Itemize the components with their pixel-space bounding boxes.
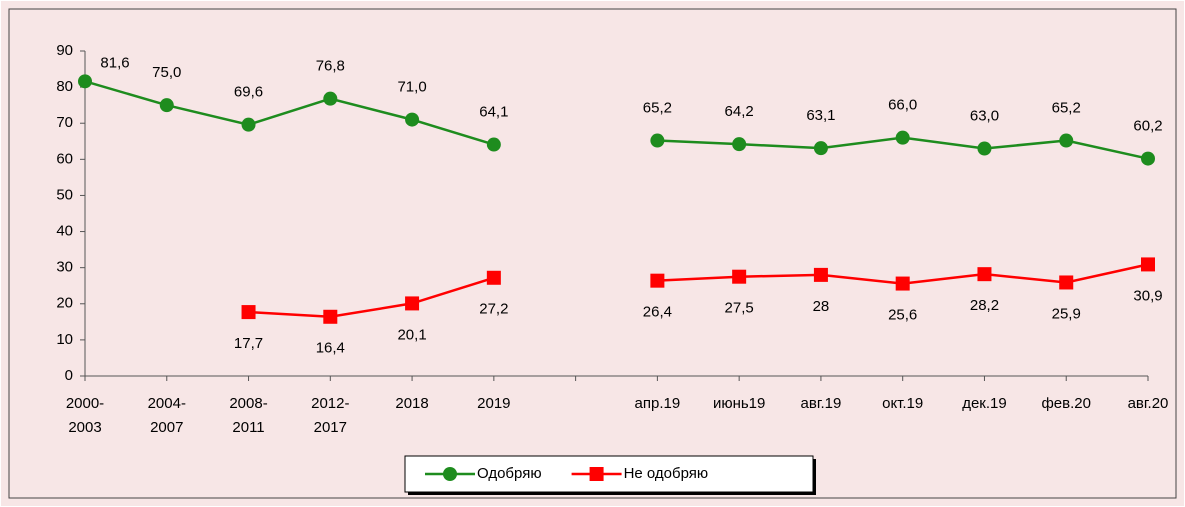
data-label: 71,0 — [397, 79, 426, 96]
marker — [486, 137, 501, 152]
x-tick-label: авг.19 — [801, 395, 842, 412]
legend-label: Одобряю — [477, 465, 542, 482]
data-label: 75,0 — [152, 64, 181, 81]
data-label: 64,2 — [725, 103, 754, 120]
data-label: 81,6 — [100, 54, 129, 71]
marker — [405, 296, 420, 311]
marker — [1141, 257, 1155, 272]
y-tick-label: 40 — [56, 223, 73, 240]
marker — [732, 269, 747, 284]
marker — [977, 267, 992, 282]
x-tick-label: 2008-2011 — [229, 395, 267, 436]
x-tick-label: 2019 — [477, 395, 510, 412]
x-tick-label: авг.20 — [1128, 395, 1169, 412]
data-label: 17,7 — [234, 335, 263, 352]
marker — [732, 137, 747, 152]
marker — [895, 130, 910, 145]
x-tick-label: 2000-2003 — [66, 395, 104, 436]
marker — [813, 141, 828, 156]
data-label: 76,8 — [316, 58, 345, 75]
data-label: 65,2 — [1052, 100, 1081, 117]
marker — [1059, 133, 1074, 148]
marker — [486, 270, 501, 285]
y-tick-label: 60 — [56, 150, 73, 167]
data-label: 66,0 — [888, 97, 917, 114]
marker — [589, 467, 604, 481]
marker — [650, 273, 665, 288]
marker — [159, 98, 174, 113]
marker — [323, 91, 338, 106]
data-label: 25,6 — [888, 307, 917, 324]
marker — [977, 141, 992, 156]
legend-label: Не одобряю — [624, 465, 709, 482]
y-tick-label: 10 — [56, 331, 73, 348]
data-label: 20,1 — [397, 326, 426, 343]
y-tick-label: 30 — [56, 259, 73, 276]
data-label: 60,2 — [1133, 118, 1162, 135]
data-label: 63,0 — [970, 107, 999, 124]
data-label: 30,9 — [1133, 287, 1162, 304]
marker — [323, 309, 338, 324]
y-tick-label: 90 — [56, 42, 73, 59]
data-label: 25,9 — [1052, 305, 1081, 322]
y-tick-label: 0 — [65, 367, 73, 384]
x-tick-label: 2004-2007 — [148, 395, 186, 436]
marker — [443, 467, 457, 481]
x-tick-label: окт.19 — [882, 395, 923, 412]
data-label: 63,1 — [806, 107, 835, 124]
data-label: 26,4 — [643, 304, 672, 321]
data-label: 28 — [813, 298, 830, 315]
data-label: 28,2 — [970, 297, 999, 314]
data-label: 64,1 — [479, 103, 508, 120]
x-tick-label: июнь19 — [713, 395, 765, 412]
data-label: 69,6 — [234, 84, 263, 101]
marker — [405, 112, 420, 127]
y-tick-label: 50 — [56, 186, 73, 203]
y-tick-label: 20 — [56, 295, 73, 312]
y-tick-label: 70 — [56, 114, 73, 131]
x-tick-label: 2012-2017 — [311, 395, 349, 436]
chart-border — [8, 8, 1177, 499]
x-tick-label: фев.20 — [1041, 395, 1091, 412]
marker — [650, 133, 665, 148]
marker — [241, 305, 256, 320]
data-label: 27,2 — [479, 301, 508, 318]
marker — [813, 267, 828, 282]
x-tick-label: 2018 — [395, 395, 428, 412]
y-tick-label: 80 — [56, 78, 73, 95]
data-label: 65,2 — [643, 100, 672, 117]
data-label: 27,5 — [725, 300, 754, 317]
marker — [241, 117, 256, 132]
marker — [78, 74, 92, 89]
marker — [895, 276, 910, 291]
x-tick-label: дек.19 — [962, 395, 1007, 412]
marker — [1059, 275, 1074, 290]
marker — [1141, 151, 1155, 166]
x-tick-label: апр.19 — [635, 395, 681, 412]
data-label: 16,4 — [316, 340, 345, 357]
